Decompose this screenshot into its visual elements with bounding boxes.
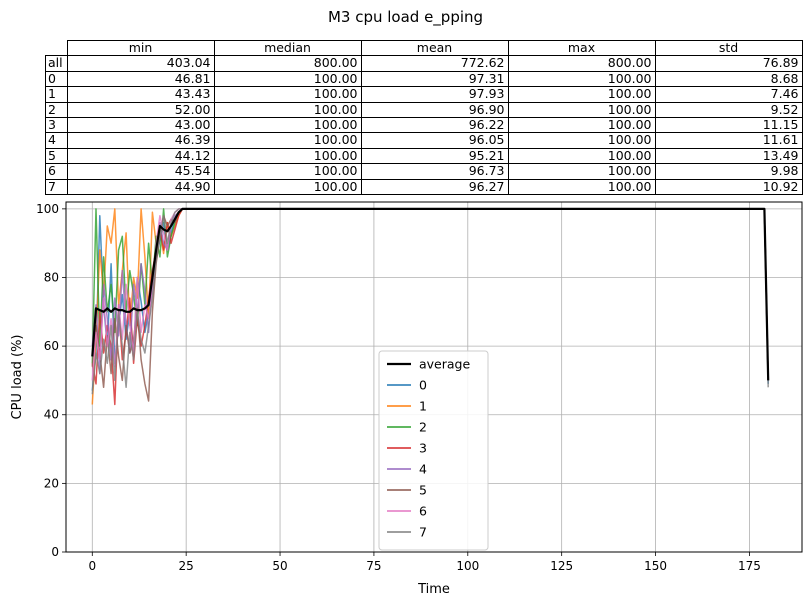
legend-label: 4: [419, 462, 427, 477]
axes-frame: [65, 201, 803, 553]
legend-label: 1: [419, 399, 427, 414]
cell-std: 10.92: [654, 178, 803, 196]
column-header-max: max: [507, 39, 656, 57]
cell-min: 44.90: [66, 178, 215, 196]
y-tick-label: 80: [44, 270, 59, 284]
cell-mean: 95.21: [360, 147, 509, 165]
column-header-std: std: [654, 39, 803, 57]
x-axis-label: Time: [417, 582, 450, 597]
legend: average 0 1 2 3 4 5 6 7: [378, 350, 489, 551]
column-header-min: min: [66, 39, 215, 57]
x-tick-label: 50: [272, 559, 287, 573]
cell-mean: 96.73: [360, 163, 509, 180]
figure-title: M3 cpu load e_pping: [327, 8, 484, 26]
y-tick-label: 20: [44, 476, 59, 490]
legend-label: average: [419, 357, 470, 372]
series-lines: [91, 207, 770, 406]
cell-median: 800.00: [213, 55, 362, 72]
cell-median: 100.00: [213, 178, 362, 196]
table-header-row: min median mean max std: [46, 39, 803, 57]
table-row: 5 44.12 100.00 95.21 100.00 13.49: [45, 147, 803, 165]
legend-label: 0: [419, 378, 427, 393]
cell-min: 46.81: [66, 70, 215, 88]
cell-mean: 96.22: [360, 117, 509, 134]
table-row: 7 44.90 100.00 96.27 100.00 10.92: [45, 178, 803, 196]
table-row: 6 45.54 100.00 96.73 100.00 9.98: [45, 163, 803, 180]
x-tick-label: 150: [644, 559, 667, 573]
legend-label: 3: [419, 441, 427, 456]
table-row: 3 43.00 100.00 96.22 100.00 11.15: [45, 117, 803, 134]
legend-label: 7: [419, 525, 427, 540]
series-line-average: [91, 207, 770, 381]
table-row: 1 43.43 100.00 97.93 100.00 7.46: [45, 86, 803, 103]
row-label: all: [45, 55, 68, 72]
y-tick-label: 40: [44, 408, 59, 422]
cell-mean: 96.27: [360, 178, 509, 196]
column-header-mean: mean: [360, 39, 509, 57]
cell-max: 100.00: [507, 178, 656, 196]
cell-std: 8.68: [654, 70, 803, 88]
cell-median: 100.00: [213, 86, 362, 103]
y-tick-label: 0: [51, 545, 59, 559]
y-tick-label: 60: [44, 339, 59, 353]
x-tick-label: 0: [88, 559, 96, 573]
statistics-table: min median mean max std all 403.04 800.0…: [45, 39, 803, 196]
column-header-median: median: [213, 39, 362, 57]
cell-std: 11.61: [654, 132, 803, 149]
x-tick-label: 75: [366, 559, 381, 573]
legend-label: 5: [419, 483, 427, 498]
x-tick-label: 175: [738, 559, 761, 573]
legend-box: [378, 350, 489, 551]
legend-label: 2: [419, 420, 427, 435]
x-tick-label: 100: [456, 559, 479, 573]
x-tick-label: 25: [179, 559, 194, 573]
table-row: 0 46.81 100.00 97.31 100.00 8.68: [45, 70, 803, 88]
series-line-core-7: [91, 208, 769, 395]
y-tick-label: 100: [36, 202, 59, 216]
legend-label: 6: [419, 504, 427, 519]
y-axis-label: CPU load (%): [10, 335, 25, 420]
x-tick-label: 125: [550, 559, 573, 573]
